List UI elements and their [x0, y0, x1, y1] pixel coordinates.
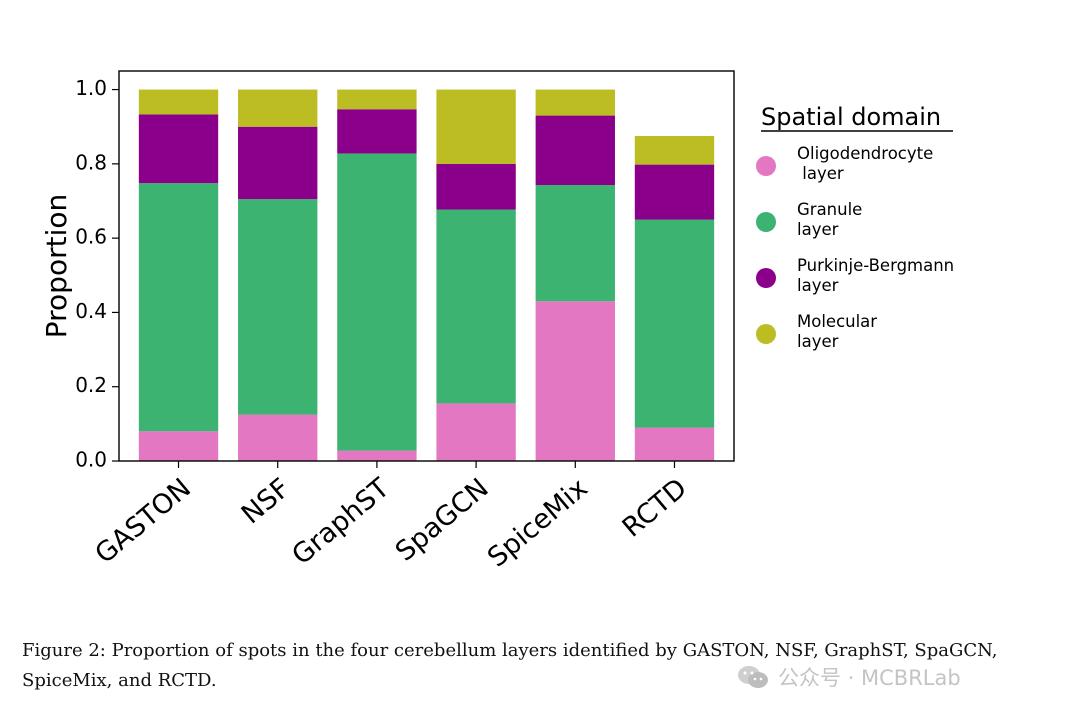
bar-segment-graphst-series-2 [337, 153, 417, 451]
bar-segment-rctd-series-1 [634, 427, 715, 461]
bar-segment-graphst-series-1 [337, 450, 417, 461]
bar-segment-nsf-series-4 [238, 89, 318, 127]
legend-marker [756, 212, 776, 232]
stacked-bar-chart: 0.0 0.2 0.4 0.6 0.8 1.0 GASTON NSFGraphSTSpaGC… [40, 70, 954, 574]
legend-label-line: Purkinje-Bergmann [797, 256, 954, 275]
y-tick-label: 0.2 [75, 373, 107, 397]
legend-label-line: layer [797, 164, 844, 183]
legend-label-line: Molecular [797, 312, 877, 331]
bar-segment-nsf-series-3 [238, 126, 318, 200]
bar-segment-gaston-series-3 [138, 114, 219, 184]
x-tick-label: RCTD [617, 473, 693, 544]
x-tick-label: GASTON [89, 473, 197, 570]
legend-label: Purkinje-Bergmann layer [797, 256, 954, 295]
wechat-icon [738, 666, 768, 688]
bar-segment-gaston-series-2 [138, 183, 219, 432]
bar-segment-gaston-series-4 [138, 89, 219, 115]
legend-label-line: layer [797, 220, 839, 239]
y-ticks-group: 0.0 0.2 0.4 0.6 0.8 1.0 [75, 76, 119, 472]
bar-segment-spagcn-series-1 [436, 403, 516, 461]
legend-marker [756, 268, 776, 288]
bar-segment-rctd-series-3 [634, 164, 715, 220]
bar-segment-rctd-series-4 [634, 136, 715, 165]
bar-segment-spicemix-series-2 [535, 185, 615, 302]
axes-frame [118, 70, 735, 462]
y-axis-label: Proportion [40, 194, 73, 338]
legend: Spatial domain Oligodendrocyte layerGran… [756, 103, 954, 351]
legend-label-line: Granule [797, 200, 862, 219]
x-tick-label: SpiceMix [482, 473, 594, 574]
x-tick-label: GraphST [286, 472, 396, 571]
caption-line-1: Figure 2: Proportion of spots in the fou… [22, 640, 998, 661]
y-tick-label: 0.4 [75, 299, 107, 323]
bar-segment-graphst-series-4 [337, 89, 417, 110]
bar-segment-spicemix-series-4 [535, 89, 615, 116]
y-tick-label: 0.0 [75, 448, 107, 472]
legend-marker [756, 156, 776, 176]
watermark: 公众号 · MCBRLab [736, 662, 961, 692]
bars-group [138, 89, 715, 461]
bar-segment-spicemix-series-3 [535, 115, 615, 186]
bar-segment-spagcn-series-2 [436, 209, 516, 404]
bar-segment-nsf-series-2 [238, 199, 318, 415]
figure-caption: Figure 2: Proportion of spots in the fou… [22, 636, 1062, 696]
bar-segment-spagcn-series-3 [436, 163, 516, 210]
y-tick-label: 0.8 [75, 150, 107, 174]
legend-label: Molecular layer [797, 312, 877, 351]
x-tick-label: NSF [236, 473, 296, 531]
bar-segment-graphst-series-3 [337, 109, 417, 154]
x-tick-label: SpaGCN [390, 473, 495, 568]
y-tick-label: 1.0 [75, 76, 107, 100]
legend-label-line: layer [797, 332, 839, 351]
legend-label-line: layer [797, 276, 839, 295]
legend-label-line: Oligodendrocyte [797, 144, 933, 163]
bar-segment-spagcn-series-4 [436, 89, 516, 164]
bar-segment-gaston-series-1 [138, 431, 219, 461]
bar-segment-spicemix-series-1 [535, 301, 615, 461]
caption-line-2: SpiceMix, and RCTD. [22, 670, 217, 691]
y-tick-label: 0.6 [75, 225, 107, 249]
legend-title: Spatial domain [761, 103, 941, 131]
bar-segment-nsf-series-1 [238, 414, 318, 461]
legend-label: Oligodendrocyte layer [797, 144, 933, 183]
legend-label: Granule layer [797, 200, 862, 239]
bar-segment-rctd-series-2 [634, 219, 715, 428]
legend-marker [756, 324, 776, 344]
watermark-text: 公众号 · MCBRLab [778, 666, 961, 690]
